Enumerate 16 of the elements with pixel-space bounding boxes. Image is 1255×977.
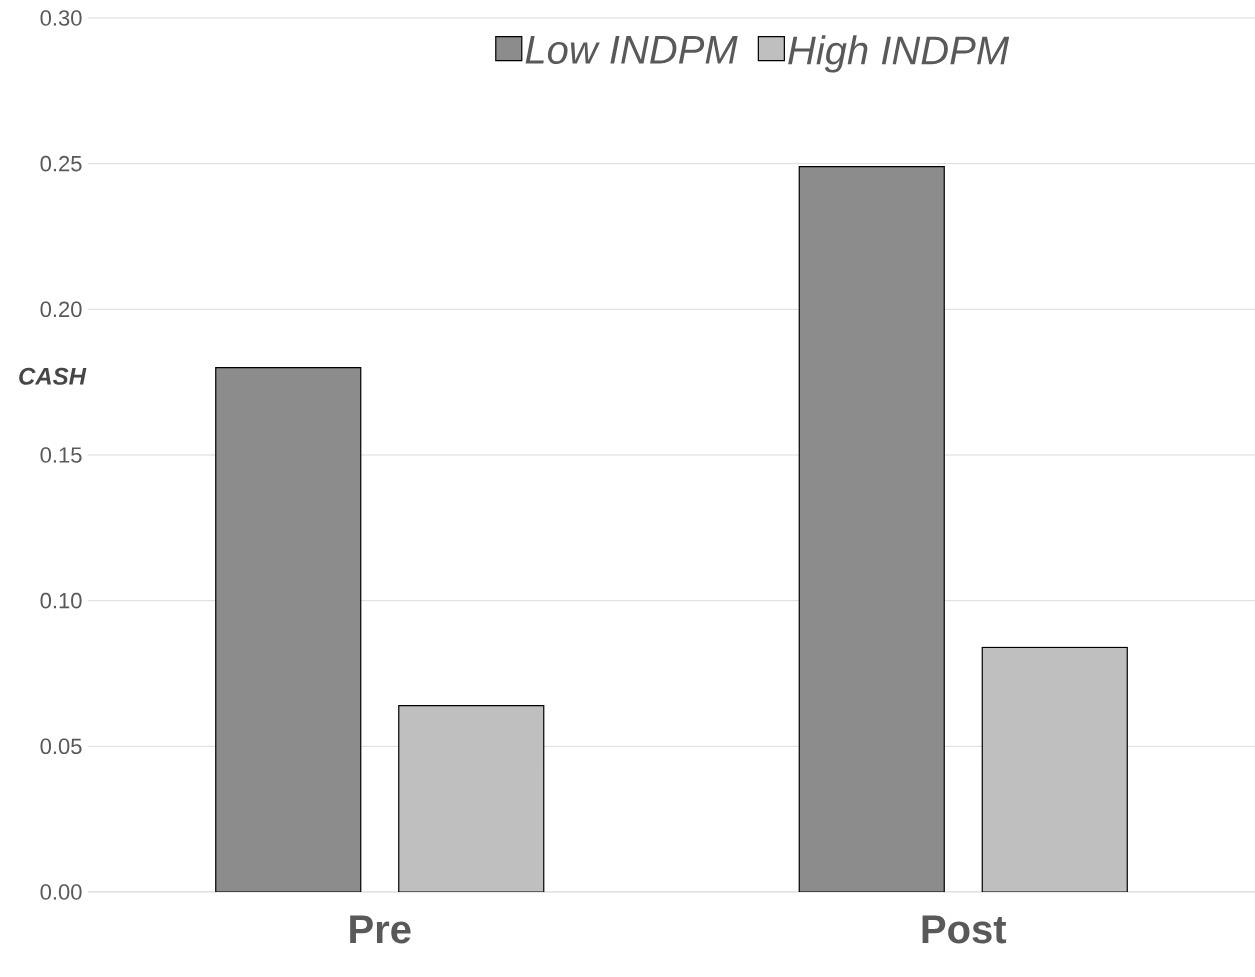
y-tick-label: 0.10 — [40, 592, 82, 609]
legend-label: Low INDPM — [525, 36, 738, 64]
x-tick-label: Pre — [350, 915, 411, 944]
y-tick-label: 0.25 — [40, 155, 82, 172]
bar — [215, 366, 362, 892]
x-tick-label: Post — [922, 915, 1007, 944]
bar — [798, 165, 945, 892]
bar — [398, 704, 545, 892]
y-tick-label: 0.20 — [40, 301, 82, 318]
y-axis-title: CASH — [19, 367, 87, 385]
legend-label: High INDPM — [788, 35, 1010, 73]
y-tick-label: 0.00 — [40, 884, 82, 900]
y-tick-label: 0.05 — [40, 738, 82, 755]
bar — [981, 646, 1128, 892]
y-tick-label: 0.15 — [40, 447, 82, 463]
y-tick-label: 0.30 — [40, 10, 82, 26]
